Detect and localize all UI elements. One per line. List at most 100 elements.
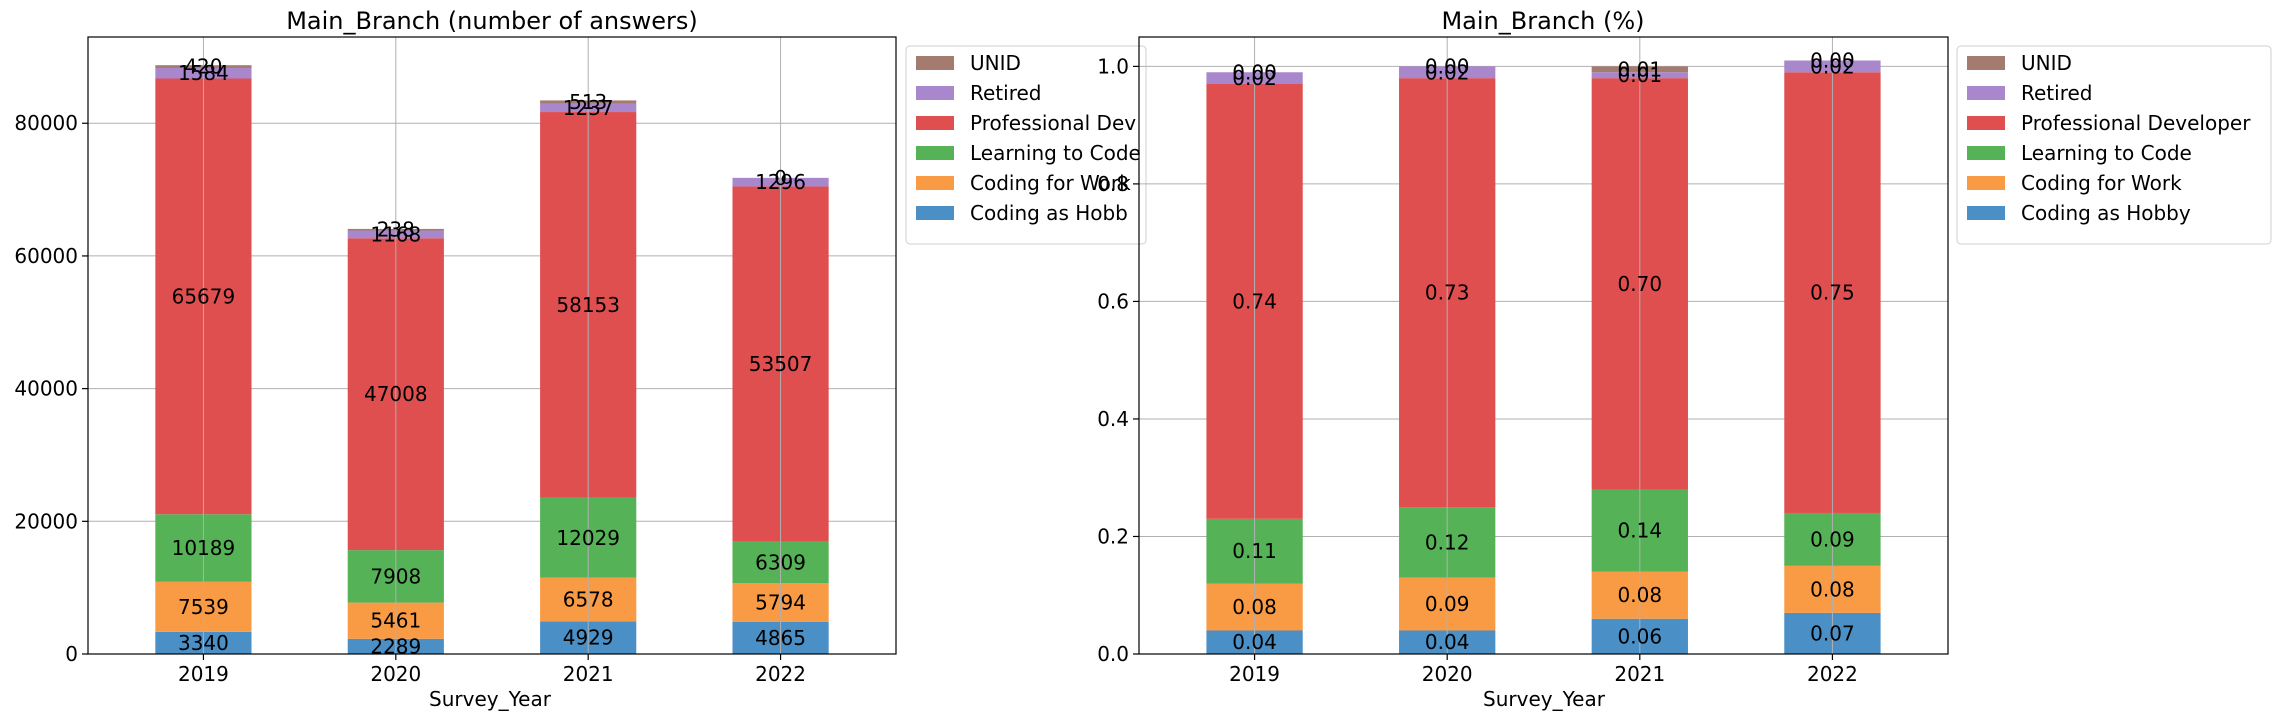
data-label: 0.08 bbox=[1232, 595, 1277, 619]
axes-frame bbox=[87, 36, 897, 655]
data-label: 58153 bbox=[556, 293, 620, 317]
x-tick-label: 2019 bbox=[1229, 662, 1280, 686]
legend-box bbox=[1956, 45, 2272, 245]
legend-label: Coding as Hobb bbox=[970, 201, 1128, 225]
data-label: 513 bbox=[569, 90, 607, 114]
data-label: 0.08 bbox=[1810, 577, 1855, 601]
data-label: 0.06 bbox=[1618, 624, 1663, 648]
data-label: 4865 bbox=[755, 626, 806, 650]
legend-swatch bbox=[916, 56, 954, 70]
legend-label: Learning to Code bbox=[970, 141, 1141, 165]
y-tick-label: 0.0 bbox=[1097, 642, 1129, 666]
legend-right: UNID Retired Professional Developer Learnin… bbox=[1956, 45, 2272, 245]
data-label: 0.00 bbox=[1810, 49, 1855, 73]
x-tick-label: 2021 bbox=[1614, 662, 1665, 686]
legend-swatch bbox=[1967, 86, 2005, 100]
data-label: 0.70 bbox=[1618, 272, 1663, 296]
data-label: 0.01 bbox=[1618, 57, 1663, 81]
data-label: 0.09 bbox=[1810, 527, 1855, 551]
data-label: 238 bbox=[377, 218, 415, 242]
y-tick-label: 60000 bbox=[14, 244, 78, 268]
data-label: 5794 bbox=[755, 591, 806, 615]
x-tick-label: 2019 bbox=[178, 662, 229, 686]
legend-label: Coding as Hobby bbox=[2021, 201, 2191, 225]
chart-right: 0.0 0.2 0.4 0.6 0.8 1.0 2019 2020 2021 2022 0.04 0.… bbox=[1097, 36, 2272, 686]
legend-swatch bbox=[916, 146, 954, 160]
data-label: 0.00 bbox=[1232, 60, 1277, 84]
chart-title-left: Main_Branch (number of answers) bbox=[286, 7, 698, 35]
legend-swatch bbox=[1967, 206, 2005, 220]
x-tick-label: 2020 bbox=[1422, 662, 1473, 686]
y-tick-label: 0.2 bbox=[1097, 524, 1129, 548]
y-tick-label: 40000 bbox=[14, 377, 78, 401]
legend-swatch bbox=[1967, 176, 2005, 190]
legend-label: Professional Developer bbox=[2021, 111, 2251, 135]
x-tick-label: 2022 bbox=[1807, 662, 1858, 686]
x-tick-label: 2020 bbox=[370, 662, 421, 686]
data-label: 6309 bbox=[755, 550, 806, 574]
legend-left: UNID Retired Professional Dev Learning to C… bbox=[905, 45, 1147, 245]
data-label: 7539 bbox=[178, 595, 229, 619]
data-label: 10189 bbox=[172, 536, 236, 560]
y-tick-label: 0.6 bbox=[1097, 289, 1129, 313]
data-label: 47008 bbox=[364, 382, 428, 406]
data-label: 0.09 bbox=[1425, 592, 1470, 616]
chart-title-right: Main_Branch (%) bbox=[1441, 7, 1644, 35]
x-axis-label-right: Survey_Year bbox=[1483, 687, 1606, 711]
data-label: 0.04 bbox=[1425, 630, 1470, 654]
legend-label: UNID bbox=[2021, 51, 2072, 75]
data-label: 5461 bbox=[370, 609, 421, 633]
data-label: 0.74 bbox=[1232, 289, 1277, 313]
data-label: 420 bbox=[184, 55, 222, 79]
y-tick-label: 80000 bbox=[14, 111, 78, 135]
y-tick-label: 1.0 bbox=[1097, 54, 1129, 78]
legend-swatch bbox=[916, 176, 954, 190]
data-label: 7908 bbox=[370, 564, 421, 588]
y-tick-label: 0.8 bbox=[1097, 172, 1129, 196]
legend-label: Coding for Work bbox=[970, 171, 1131, 195]
data-label: 0.02 bbox=[1425, 60, 1470, 84]
legend-swatch bbox=[1967, 116, 2005, 130]
legend-swatch bbox=[916, 116, 954, 130]
data-label: 65679 bbox=[172, 284, 236, 308]
data-label: 0.01 bbox=[1618, 63, 1663, 87]
x-tick-label: 2022 bbox=[755, 662, 806, 686]
legend-label: Retired bbox=[970, 81, 1041, 105]
legend-swatch bbox=[1967, 56, 2005, 70]
legend-label: Retired bbox=[2021, 81, 2092, 105]
x-axis-label-left: Survey_Year bbox=[429, 687, 552, 711]
data-label: 1168 bbox=[370, 222, 421, 246]
y-tick-label: 0.4 bbox=[1097, 407, 1129, 431]
data-label: 4929 bbox=[563, 626, 614, 650]
data-label: 6578 bbox=[563, 587, 614, 611]
data-label: 2289 bbox=[370, 634, 421, 658]
data-label: 1237 bbox=[563, 96, 614, 120]
data-label: 0.07 bbox=[1810, 621, 1855, 645]
x-tick-label: 2021 bbox=[563, 662, 614, 686]
data-label: 0.11 bbox=[1232, 539, 1277, 563]
legend-swatch bbox=[916, 86, 954, 100]
data-label: 1296 bbox=[755, 170, 806, 194]
y-tick-label: 0 bbox=[65, 642, 78, 666]
data-label: 0.00 bbox=[1425, 54, 1470, 78]
chart-left: 0 20000 40000 60000 80000 2019 2020 2021 2022 334… bbox=[14, 36, 1147, 686]
data-label: 1584 bbox=[178, 61, 229, 85]
legend-label: Coding for Work bbox=[2021, 171, 2182, 195]
legend-box bbox=[905, 45, 1147, 245]
data-label: 53507 bbox=[749, 352, 813, 376]
legend-label: Learning to Code bbox=[2021, 141, 2192, 165]
legend-label: Professional Dev bbox=[970, 111, 1136, 135]
data-label: 0.02 bbox=[1810, 54, 1855, 78]
data-label: 0.08 bbox=[1618, 583, 1663, 607]
data-label: 0.04 bbox=[1232, 630, 1277, 654]
data-label: 0.02 bbox=[1232, 66, 1277, 90]
legend-label: UNID bbox=[970, 51, 1021, 75]
data-label: 0 bbox=[774, 166, 787, 190]
data-label: 3340 bbox=[178, 631, 229, 655]
y-tick-label: 20000 bbox=[14, 509, 78, 533]
data-label: 0.73 bbox=[1425, 281, 1470, 305]
axes-frame bbox=[1138, 36, 1949, 655]
data-label: 0.75 bbox=[1810, 281, 1855, 305]
